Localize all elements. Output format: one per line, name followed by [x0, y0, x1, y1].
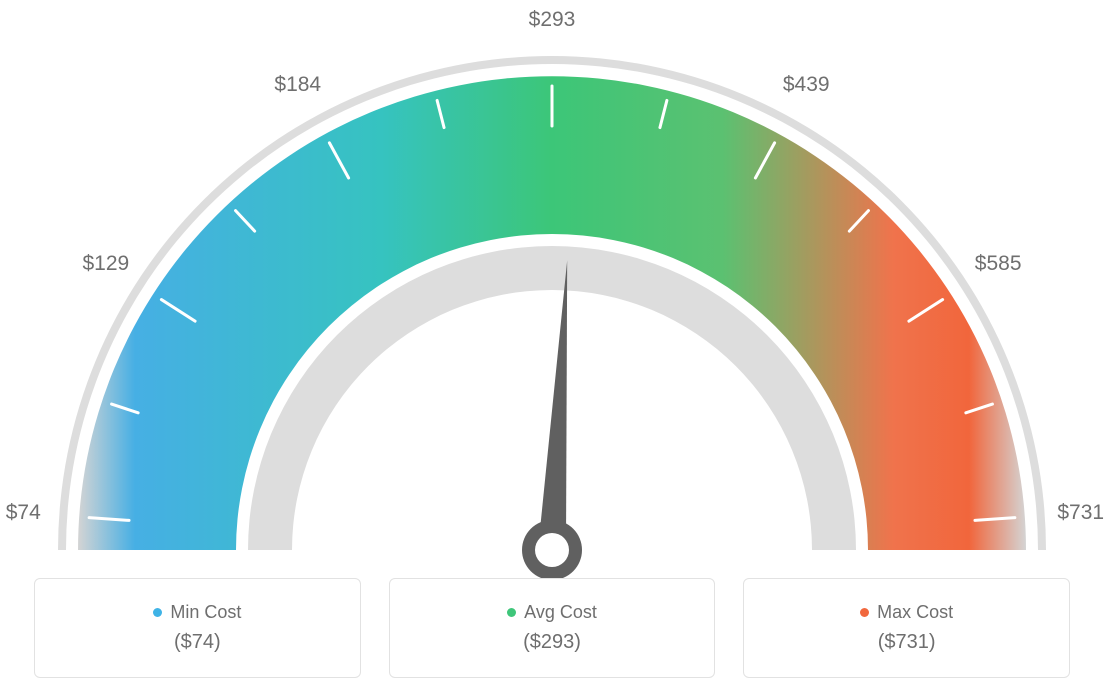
- gauge-tick-label: $439: [783, 73, 830, 97]
- legend-title-max: Max Cost: [860, 602, 953, 623]
- legend-title-label: Min Cost: [170, 602, 241, 623]
- legend-card-max: Max Cost ($731): [743, 578, 1070, 678]
- legend-title-avg: Avg Cost: [507, 602, 597, 623]
- gauge-tick-label: $129: [82, 252, 129, 276]
- gauge-svg: [0, 20, 1104, 585]
- dot-icon: [153, 608, 162, 617]
- gauge-tick-label: $585: [975, 252, 1022, 276]
- gauge-tick-label: $293: [529, 8, 576, 32]
- legend-card-avg: Avg Cost ($293): [389, 578, 716, 678]
- gauge-area: $74 $129 $184 $293 $439 $585 $731: [0, 0, 1104, 565]
- gauge-tick-label: $731: [1057, 501, 1104, 525]
- dot-icon: [860, 608, 869, 617]
- dot-icon: [507, 608, 516, 617]
- legend-row: Min Cost ($74) Avg Cost ($293) Max Cost …: [0, 578, 1104, 690]
- legend-value-avg: ($293): [523, 631, 581, 654]
- chart-wrap: $74 $129 $184 $293 $439 $585 $731 Min Cost ($7…: [0, 0, 1104, 690]
- legend-card-min: Min Cost ($74): [34, 578, 361, 678]
- gauge-tick-label: $184: [274, 73, 321, 97]
- legend-title-min: Min Cost: [153, 602, 241, 623]
- legend-value-min: ($74): [174, 631, 221, 654]
- legend-title-label: Avg Cost: [524, 602, 597, 623]
- gauge-tick-label: $74: [6, 501, 41, 525]
- legend-value-max: ($731): [878, 631, 936, 654]
- legend-title-label: Max Cost: [877, 602, 953, 623]
